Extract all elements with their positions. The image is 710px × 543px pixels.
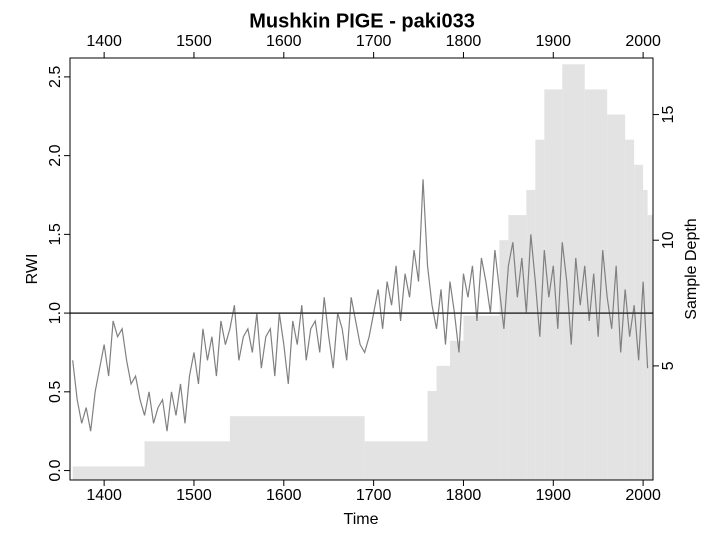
x-top-tick-label: 2000 (625, 33, 661, 50)
x-tick-label: 1700 (356, 487, 392, 504)
y-tick-label: 2.5 (47, 66, 64, 88)
x-top-tick-label: 1800 (446, 33, 482, 50)
depth-step (526, 189, 536, 480)
depth-step (634, 164, 644, 481)
plot-frame (69, 57, 654, 481)
depth-step (144, 441, 230, 480)
y2-tick-label: 5 (660, 361, 677, 370)
x-tick-label: 1400 (86, 487, 122, 504)
depth-step (544, 89, 563, 480)
y-axis-label: RWI (24, 254, 41, 285)
y-tick-label: 1.5 (47, 223, 64, 245)
x-axis-label: Time (344, 511, 379, 528)
x-top-tick-label: 1600 (266, 33, 302, 50)
depth-step (562, 64, 585, 480)
x-tick-label: 1500 (176, 487, 212, 504)
depth-step (535, 139, 545, 480)
depth-step (499, 240, 509, 480)
x-top-tick-label: 1500 (176, 33, 212, 50)
y2-axis-label: Sample Depth (683, 218, 700, 319)
depth-step (647, 215, 653, 480)
y-tick-label: 1.0 (47, 302, 64, 324)
y-tick-label: 2.0 (47, 144, 64, 166)
y-tick-label: 0.5 (47, 381, 64, 403)
depth-step (436, 365, 450, 480)
x-top-tick-label: 1700 (356, 33, 392, 50)
depth-step (364, 441, 428, 480)
chart-title: Mushkin PIGE - paki033 (249, 10, 475, 32)
x-tick-label: 2000 (625, 487, 661, 504)
x-tick-label: 1900 (535, 487, 571, 504)
x-top-tick-label: 1400 (86, 33, 122, 50)
y2-tick-label: 10 (660, 231, 677, 249)
depth-step (508, 215, 527, 480)
x-tick-label: 1600 (266, 487, 302, 504)
depth-step (72, 466, 145, 480)
depth-step (584, 89, 608, 480)
x-top-tick-label: 1900 (535, 33, 571, 50)
depth-step (229, 416, 365, 480)
rwi-line (72, 179, 649, 432)
depth-step (427, 391, 437, 480)
y-tick-label: 0.0 (47, 459, 64, 481)
depth-step (463, 315, 500, 480)
depth-step (607, 114, 626, 481)
x-tick-label: 1800 (446, 487, 482, 504)
y2-tick-label: 15 (660, 106, 677, 124)
depth-step (625, 139, 635, 480)
depth-step (449, 340, 464, 480)
